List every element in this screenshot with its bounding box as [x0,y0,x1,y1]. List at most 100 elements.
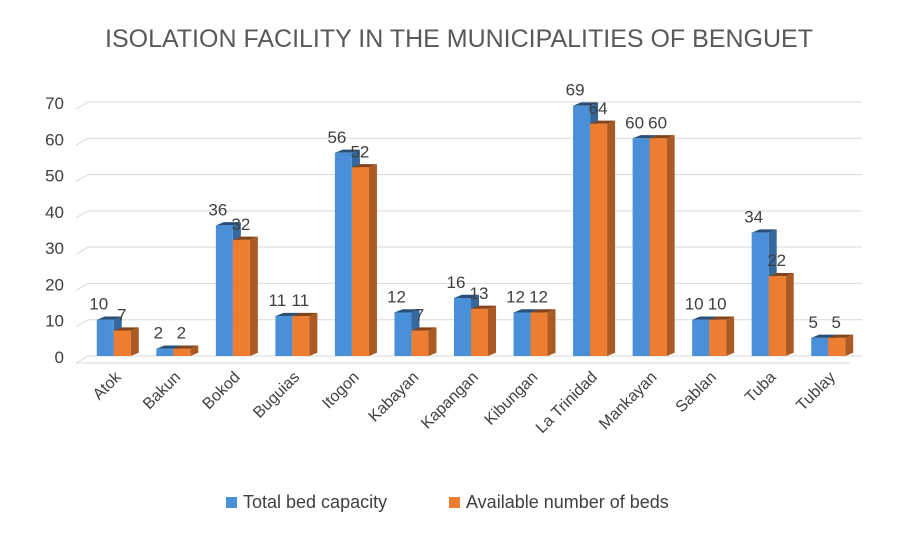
data-label: 32 [231,215,250,234]
data-label: 12 [506,287,525,306]
data-label: 5 [831,313,840,332]
bar-top [471,305,496,309]
bar-sablan-s2 [709,316,735,356]
bar-front [232,239,250,356]
bar-side [309,312,318,356]
x-tick-label: Itogon [319,369,362,412]
bar-front [513,312,531,356]
bar-front [530,312,548,356]
data-label: 12 [529,287,548,306]
x-tick-label: Bokod [200,369,244,413]
data-label: 5 [808,313,817,332]
bar-front [394,312,412,356]
x-tick-label: Bakun [140,369,184,413]
bar-front [411,330,429,356]
bar-top [454,294,479,298]
y-tick-label: 50 [45,167,64,186]
data-label: 60 [625,113,644,132]
bar-front [590,123,608,357]
bar-kibungan-s2 [530,309,556,356]
bar-front [768,276,786,356]
bar-side [190,345,199,356]
legend-label: Total bed capacity [243,492,387,512]
bar-top [590,120,616,124]
data-label: 10 [685,295,704,314]
bar-top [232,236,258,240]
bar-side [428,327,437,356]
data-label: 2 [154,324,163,343]
legend-swatch [449,497,460,508]
y-tick-label: 40 [45,203,64,222]
gridline-depth [75,319,89,328]
gridline-depth [75,355,89,364]
bar-top [709,316,735,320]
bar-front [649,138,667,356]
gridline-depth [75,137,89,146]
y-tick-label: 10 [45,312,64,331]
legend-label: Available number of beds [466,492,669,512]
bar-top [215,222,241,226]
x-tick-label: Tublay [793,369,839,415]
bar-top [751,229,777,233]
bar-front [811,337,829,356]
bar-top [292,312,318,317]
bar-side [368,164,377,356]
bar-front [471,308,488,356]
bar-side [488,305,496,356]
bar-front [828,337,846,356]
x-tick-label: Tuba [742,369,779,406]
bar-front [173,348,191,356]
bar-front [292,316,310,356]
bar-side [785,272,794,356]
gridline-depth [75,174,89,183]
bar-top [811,334,837,338]
bar-front [96,319,114,356]
data-label: 22 [767,251,786,270]
bar-side [666,135,675,356]
bar-top [96,316,122,320]
bar-side [726,316,735,356]
bar-side [845,334,854,356]
x-tick-label: Kapangan [418,369,482,433]
legend-item-s1: Total bed capacity [226,492,387,512]
bar-front [709,319,727,356]
data-label: 16 [447,273,466,292]
data-label: 13 [470,284,489,303]
bar-front [275,316,293,356]
bar-bakun-s2 [173,345,199,356]
x-axis-ticks: Atok Bakun Bokod Buguias Itogon KabayanKapang… [90,368,839,437]
data-label: 69 [566,81,585,100]
bar-top [513,309,539,313]
bar-front [351,167,369,356]
bar-top [828,334,854,338]
bar-front [573,105,591,356]
x-tick-label: La Trinidad [533,369,601,437]
bar-top [530,309,556,313]
y-tick-label: 20 [45,275,64,294]
x-tick-label: Buguias [250,369,303,422]
data-label: 56 [327,128,346,147]
bar-top [573,102,599,106]
y-tick-label: 70 [45,94,64,113]
bar-side [130,327,139,356]
data-label: 11 [269,291,287,310]
bar-la-trinidad-s2 [590,120,616,357]
bar-front [113,330,131,356]
bar-front [215,225,233,356]
bar-top [173,345,199,349]
data-label: 52 [350,142,369,161]
legend-item-s2: Available number of beds [449,492,669,512]
bar-side [249,236,258,356]
bar-top [394,309,420,313]
bar-side [607,120,616,356]
gridline-depth [75,210,89,219]
bar-bokod-s2 [232,236,258,356]
y-tick-label: 60 [45,130,64,149]
bar-front [454,297,471,356]
bar-front [156,348,174,356]
legend-swatch [226,497,237,508]
bar-mankayan-s2 [649,135,675,356]
data-label: 11 [292,291,310,310]
